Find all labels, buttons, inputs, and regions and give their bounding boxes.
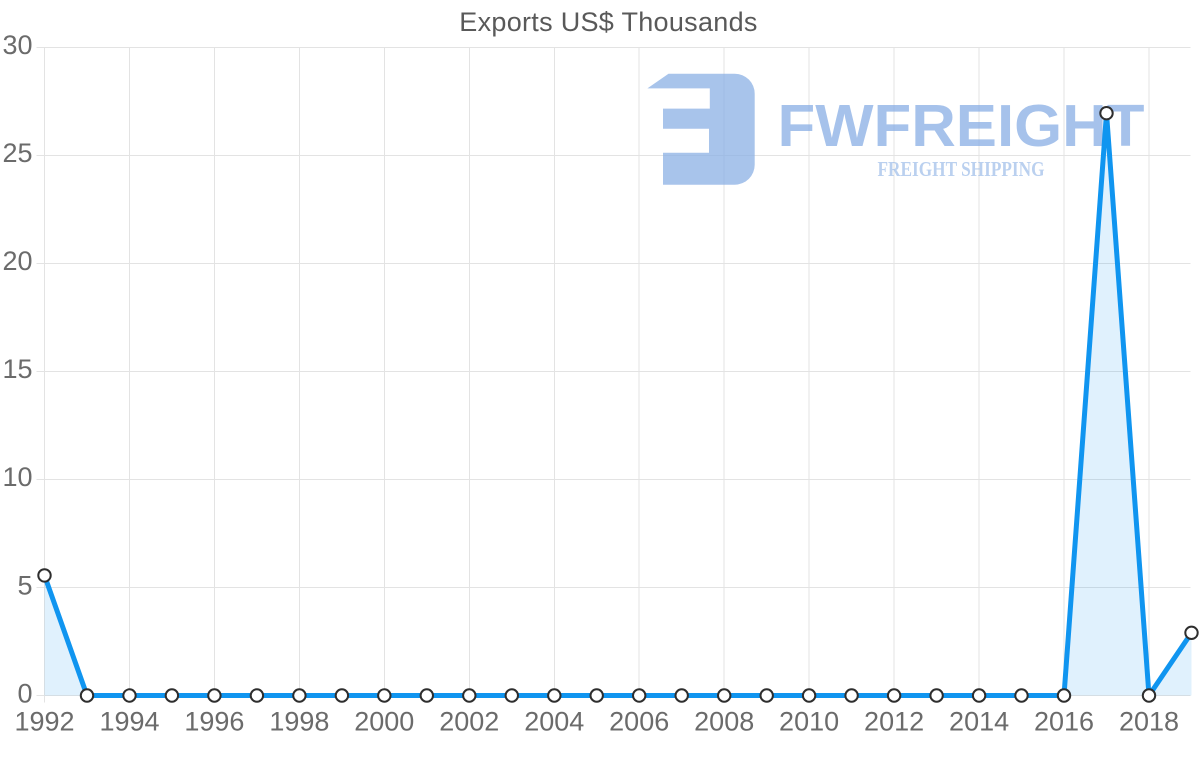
svg-text:2002: 2002 [439,706,499,736]
svg-text:1994: 1994 [99,706,159,736]
svg-text:0: 0 [17,678,32,708]
svg-text:1998: 1998 [269,706,329,736]
svg-text:10: 10 [2,462,32,492]
svg-text:30: 30 [2,30,32,60]
svg-text:2018: 2018 [1119,706,1179,736]
svg-text:15: 15 [2,354,32,384]
svg-text:1992: 1992 [14,706,74,736]
svg-text:20: 20 [2,246,32,276]
svg-text:2008: 2008 [694,706,754,736]
svg-text:2010: 2010 [779,706,839,736]
svg-text:5: 5 [17,570,32,600]
svg-text:2006: 2006 [609,706,669,736]
svg-text:2012: 2012 [864,706,924,736]
svg-text:25: 25 [2,138,32,168]
svg-text:FREIGHT SHIPPING: FREIGHT SHIPPING [878,157,1045,181]
svg-text:Exports US$ Thousands: Exports US$ Thousands [459,7,757,37]
svg-text:FWFREIGHT: FWFREIGHT [778,93,1145,159]
svg-text:2016: 2016 [1034,706,1094,736]
svg-text:2014: 2014 [949,706,1009,736]
svg-text:2004: 2004 [524,706,584,736]
svg-text:1996: 1996 [184,706,244,736]
svg-text:2000: 2000 [354,706,414,736]
